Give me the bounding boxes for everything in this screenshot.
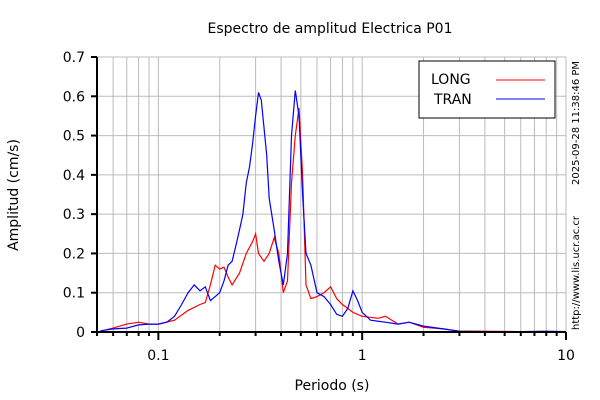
legend: LONG TRAN [418,60,556,119]
legend-label-long: LONG [431,72,471,88]
y-axis-label: Amplitud (cm/s) [6,139,22,251]
series-line-tran [100,90,567,333]
series-line-long [100,108,567,333]
y-tick-label: 0.6 [63,89,85,105]
y-tick-label: 0.3 [63,207,85,223]
ticks: 0 0.1 0.2 0.3 0.4 0.5 0.6 0.7 0.1 1 10 [63,50,575,364]
series-group [100,90,567,333]
legend-label-tran: TRAN [433,92,472,108]
y-tick-label: 0.1 [63,286,85,302]
y-tick-label: 0.2 [63,246,85,262]
timestamp-label: 2025-09-28 11:38:46 PM [571,61,582,185]
chart-title: Espectro de amplitud Electrica P01 [208,21,453,37]
y-tick-label: 0.5 [63,129,85,145]
x-tick-label: 10 [557,348,575,364]
x-tick-label: 0.1 [147,348,169,364]
x-axis-label: Periodo (s) [295,378,370,394]
y-tick-label: 0.7 [63,50,85,66]
x-tick-label: 1 [358,348,367,364]
y-tick-label: 0 [76,325,85,341]
url-label: http://www.lis.ucr.ac.cr [571,215,582,330]
y-tick-label: 0.4 [63,168,85,184]
